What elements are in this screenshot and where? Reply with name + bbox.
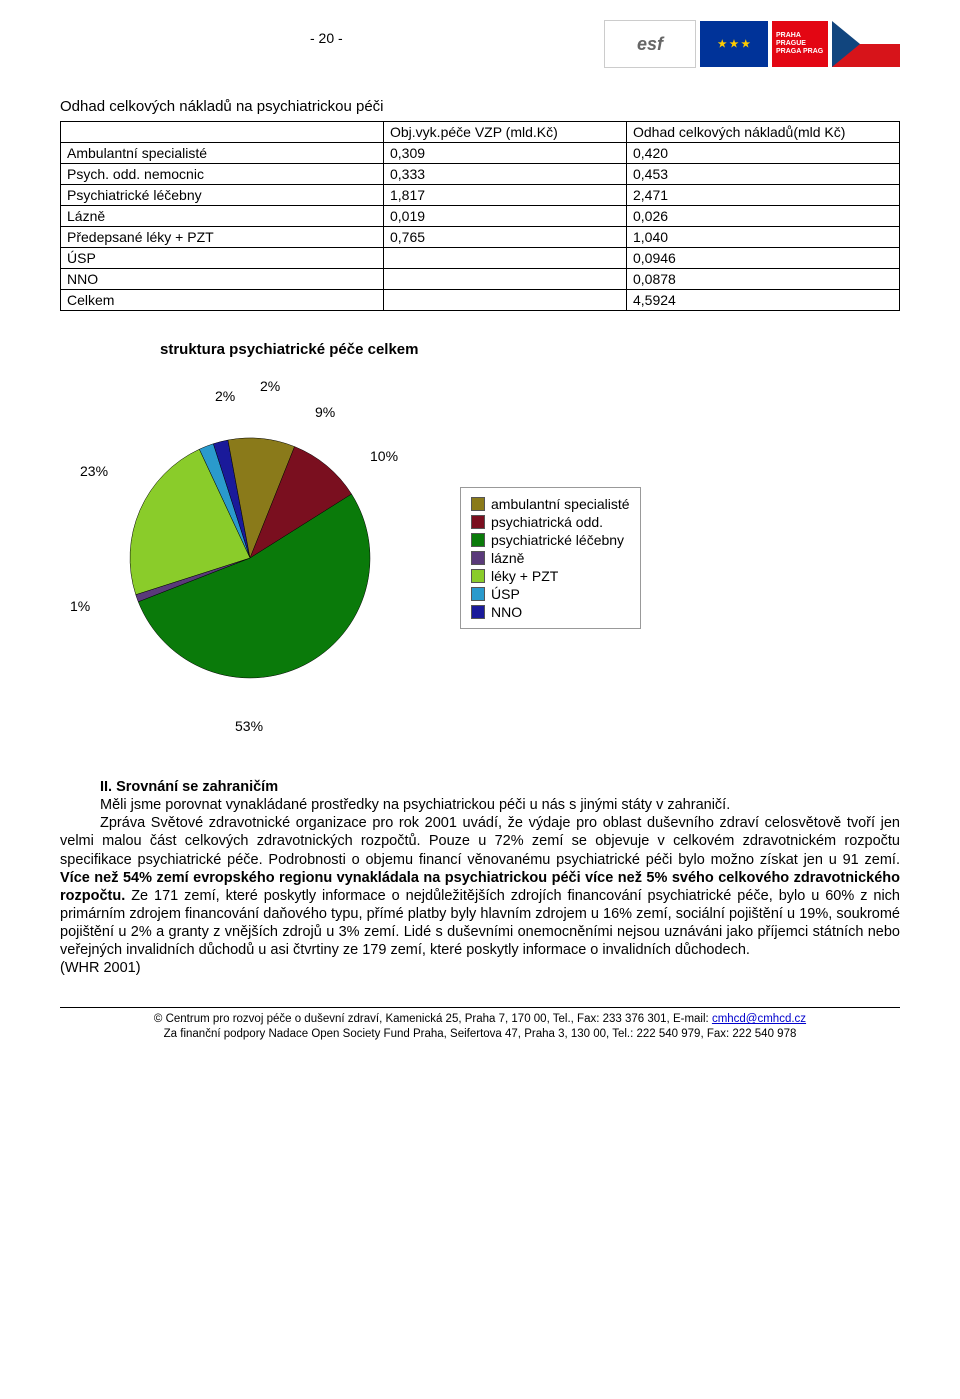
table-cell	[384, 269, 627, 290]
table-cell: 0,019	[384, 206, 627, 227]
table-cell: 1,817	[384, 185, 627, 206]
legend-label: NNO	[491, 604, 522, 620]
pie-label: 2%	[215, 388, 235, 404]
chart-area: 9% 10% 53% 1% 23% 2% 2% ambulantní specialisté…	[60, 368, 900, 748]
table-cell: 2,471	[627, 185, 900, 206]
legend-label: psychiatrické léčebny	[491, 532, 624, 548]
table-row: Předepsané léky + PZT0,7651,040	[61, 227, 900, 248]
legend-item: NNO	[471, 604, 630, 620]
legend-item: psychiatrické léčebny	[471, 532, 630, 548]
footer-line: Za finanční podpory Nadace Open Society …	[60, 1027, 900, 1042]
legend-swatch	[471, 587, 485, 601]
legend-label: ÚSP	[491, 586, 520, 602]
footer-line: © Centrum pro rozvoj péče o duševní zdra…	[60, 1012, 900, 1027]
paragraph: Zpráva Světové zdravotnické organizace p…	[60, 814, 900, 959]
pie-label: 2%	[260, 378, 280, 394]
table-row: Psychiatrické léčebny1,8172,471	[61, 185, 900, 206]
table-header-row: Obj.vyk.péče VZP (mld.Kč) Odhad celkovýc…	[61, 122, 900, 143]
cost-table: Obj.vyk.péče VZP (mld.Kč) Odhad celkovýc…	[60, 121, 900, 311]
legend-label: lázně	[491, 550, 524, 566]
logo-row: esf PRAHA PRAGUE PRAGA PRAG	[604, 20, 900, 68]
pie-chart: 9% 10% 53% 1% 23% 2% 2%	[60, 368, 440, 748]
legend-label: psychiatrická odd.	[491, 514, 603, 530]
section-heading: II. Srovnání se zahraničím	[100, 779, 278, 795]
chart-title: struktura psychiatrické péče celkem	[160, 341, 900, 358]
table-cell: Celkem	[61, 290, 384, 311]
footer-text: © Centrum pro rozvoj péče o duševní zdra…	[154, 1013, 712, 1025]
table-cell: 1,040	[627, 227, 900, 248]
table-cell: Předepsané léky + PZT	[61, 227, 384, 248]
footer-email-link[interactable]: cmhcd@cmhcd.cz	[712, 1013, 806, 1025]
footer: © Centrum pro rozvoj péče o duševní zdra…	[60, 1007, 900, 1042]
table-cell: Psych. odd. nemocnic	[61, 164, 384, 185]
table-cell	[384, 248, 627, 269]
pie-label: 23%	[80, 463, 108, 479]
pie-svg	[60, 368, 440, 748]
header: - 20 - esf PRAHA PRAGUE PRAGA PRAG	[60, 20, 900, 68]
table-row: ÚSP 0,0946	[61, 248, 900, 269]
legend-item: lázně	[471, 550, 630, 566]
table-row: NNO 0,0878	[61, 269, 900, 290]
table-cell: Ambulantní specialisté	[61, 143, 384, 164]
table-cell: Psychiatrické léčebny	[61, 185, 384, 206]
table-cell	[384, 290, 627, 311]
table-cell: 0,420	[627, 143, 900, 164]
table-cell: Lázně	[61, 206, 384, 227]
eu-flag-icon	[700, 21, 768, 67]
pie-label: 53%	[235, 718, 263, 734]
table-title: Odhad celkových nákladů na psychiatricko…	[60, 98, 900, 115]
pie-label: 1%	[70, 598, 90, 614]
praha-logo: PRAHA PRAGUE PRAGA PRAG	[772, 21, 828, 67]
czech-flag-icon	[832, 21, 900, 67]
legend-item: ambulantní specialisté	[471, 496, 630, 512]
table-row: Lázně0,0190,026	[61, 206, 900, 227]
legend-swatch	[471, 605, 485, 619]
pie-label: 9%	[315, 404, 335, 420]
table-header	[61, 122, 384, 143]
table-cell: NNO	[61, 269, 384, 290]
table-cell: 0,0946	[627, 248, 900, 269]
table-cell: 0,333	[384, 164, 627, 185]
page: - 20 - esf PRAHA PRAGUE PRAGA PRAG Odhad…	[0, 0, 960, 1062]
table-cell: 0,0878	[627, 269, 900, 290]
legend-item: psychiatrická odd.	[471, 514, 630, 530]
text: Ze 171 zemí, které poskytly informace o …	[60, 888, 900, 958]
table-row: Ambulantní specialisté0,3090,420	[61, 143, 900, 164]
text: Zpráva Světové zdravotnické organizace p…	[60, 815, 900, 867]
table-row: Psych. odd. nemocnic0,3330,453	[61, 164, 900, 185]
table-cell: 0,453	[627, 164, 900, 185]
table-cell: 0,765	[384, 227, 627, 248]
body-text: II. Srovnání se zahraničím Měli jsme por…	[60, 778, 900, 977]
paragraph: Měli jsme porovnat vynakládané prostředk…	[60, 796, 900, 814]
table-header: Obj.vyk.péče VZP (mld.Kč)	[384, 122, 627, 143]
legend-swatch	[471, 515, 485, 529]
legend-label: ambulantní specialisté	[491, 496, 630, 512]
legend-swatch	[471, 551, 485, 565]
table-row: Celkem 4,5924	[61, 290, 900, 311]
legend-swatch	[471, 533, 485, 547]
legend-label: léky + PZT	[491, 568, 558, 584]
legend-item: léky + PZT	[471, 568, 630, 584]
esf-logo: esf	[604, 20, 696, 68]
table-header: Odhad celkových nákladů(mld Kč)	[627, 122, 900, 143]
page-number: - 20 -	[310, 30, 343, 46]
pie-label: 10%	[370, 448, 398, 464]
table-cell: 4,5924	[627, 290, 900, 311]
legend-swatch	[471, 497, 485, 511]
legend-swatch	[471, 569, 485, 583]
table-cell: 0,309	[384, 143, 627, 164]
table-cell: ÚSP	[61, 248, 384, 269]
table-cell: 0,026	[627, 206, 900, 227]
legend-item: ÚSP	[471, 586, 630, 602]
chart-legend: ambulantní specialisté psychiatrická odd.…	[460, 487, 641, 629]
citation: (WHR 2001)	[60, 960, 141, 976]
